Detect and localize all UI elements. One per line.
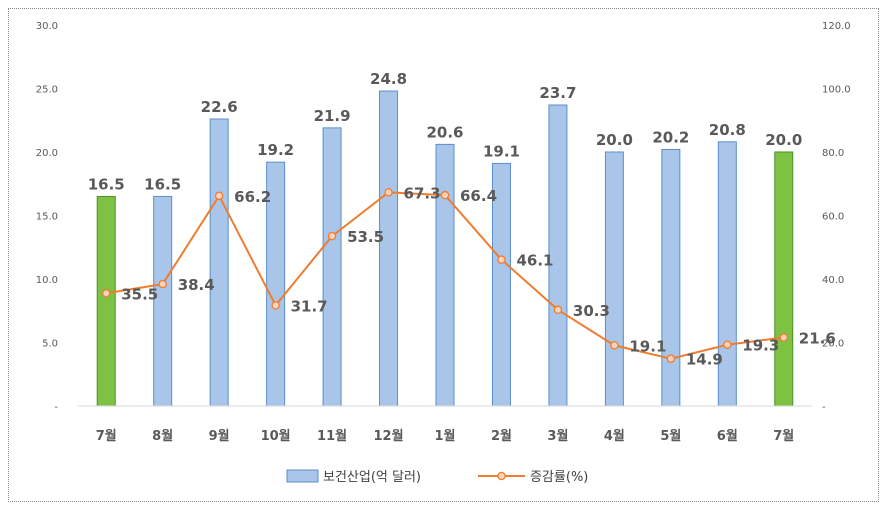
line-point: [101, 289, 111, 298]
line-data-label: 19.3: [742, 337, 779, 355]
bar: [774, 151, 794, 407]
y-right-tick-label: 40.0: [822, 275, 844, 286]
bar: [604, 151, 624, 407]
x-tick-label: 7월: [96, 428, 117, 444]
x-tick-label: 4월: [604, 428, 625, 444]
bar: [209, 118, 229, 407]
line-point: [271, 301, 280, 310]
y-right-tick-label: 80.0: [822, 148, 844, 159]
x-tick-label: 6월: [717, 428, 738, 444]
y-left-tick-label: 25.0: [36, 85, 58, 96]
line-point: [553, 305, 563, 315]
line-data-label: 66.2: [234, 188, 271, 206]
x-tick-label: 11월: [317, 428, 347, 444]
line-point: [666, 354, 676, 363]
line-point: [497, 255, 506, 264]
x-tick-label: 5월: [660, 428, 681, 444]
y-left-tick-label: 10.0: [36, 275, 58, 286]
x-tick-label: 9월: [209, 428, 230, 444]
bar: [379, 90, 399, 407]
bar-data-label: 22.6: [201, 98, 238, 116]
line-data-label: 21.6: [799, 329, 836, 347]
line-data-label: 46.1: [516, 252, 553, 270]
line-data-label: 35.5: [121, 285, 158, 303]
line-data-label: 66.4: [460, 187, 497, 205]
line-point: [158, 279, 167, 289]
legend-bar-swatch: [286, 469, 319, 483]
y-left-tick-label: 30.0: [36, 21, 58, 32]
line-data-label: 30.3: [573, 302, 610, 320]
line-point: [384, 188, 393, 197]
bar-data-label: 16.5: [144, 175, 181, 193]
y-left-tick-label: -: [54, 402, 58, 413]
line-data-label: 67.3: [404, 184, 441, 202]
bar-data-label: 20.6: [426, 123, 463, 141]
y-right-tick-label: 60.0: [822, 212, 844, 223]
line-data-label: 19.1: [629, 337, 666, 355]
x-tick-label: 7월: [773, 428, 794, 444]
y-right-tick-label: 120.0: [822, 21, 851, 32]
y-left-tick-label: 5.0: [42, 339, 58, 350]
bar-data-label: 19.1: [483, 142, 520, 160]
y-right-tick-label: -: [822, 402, 826, 413]
bar: [96, 195, 116, 407]
legend-line-label: 증감률(%): [530, 470, 588, 485]
bar-data-label: 24.8: [370, 70, 407, 88]
bar-data-label: 23.7: [539, 84, 576, 102]
bar-data-label: 16.5: [88, 175, 125, 193]
x-tick-label: 10월: [261, 428, 291, 444]
bar: [322, 127, 342, 407]
bar-data-label: 19.2: [257, 141, 294, 159]
line-point: [779, 333, 789, 342]
bar-data-label: 21.9: [314, 107, 351, 125]
line-point: [214, 191, 224, 201]
line-data-label: 38.4: [178, 276, 215, 294]
legend-line-marker: [497, 471, 506, 481]
line-data-label: 53.5: [347, 228, 384, 246]
x-tick-label: 1월: [434, 428, 455, 444]
y-right-tick-label: 20.0: [822, 339, 844, 350]
x-tick-label: 3월: [547, 428, 568, 444]
y-left-tick-label: 15.0: [36, 212, 58, 223]
bar-data-label: 20.2: [652, 128, 689, 146]
y-left-tick-label: 20.0: [36, 148, 58, 159]
y-right-tick-label: 100.0: [822, 85, 851, 96]
line-point: [327, 231, 337, 241]
x-tick-label: 12월: [374, 428, 404, 444]
x-tick-label: 8월: [152, 428, 173, 444]
x-tick-label: 2월: [491, 428, 512, 444]
legend-bar-label: 보건산업(억 달러): [323, 470, 421, 485]
line-data-label: 14.9: [686, 351, 723, 369]
bar-data-label: 20.0: [596, 131, 633, 149]
bar-data-label: 20.8: [709, 121, 746, 139]
line-data-label: 31.7: [291, 297, 328, 315]
bar: [661, 148, 681, 407]
line-point: [723, 340, 732, 349]
bar-data-label: 20.0: [765, 131, 802, 149]
line-point: [610, 341, 619, 350]
line-point: [440, 190, 450, 200]
